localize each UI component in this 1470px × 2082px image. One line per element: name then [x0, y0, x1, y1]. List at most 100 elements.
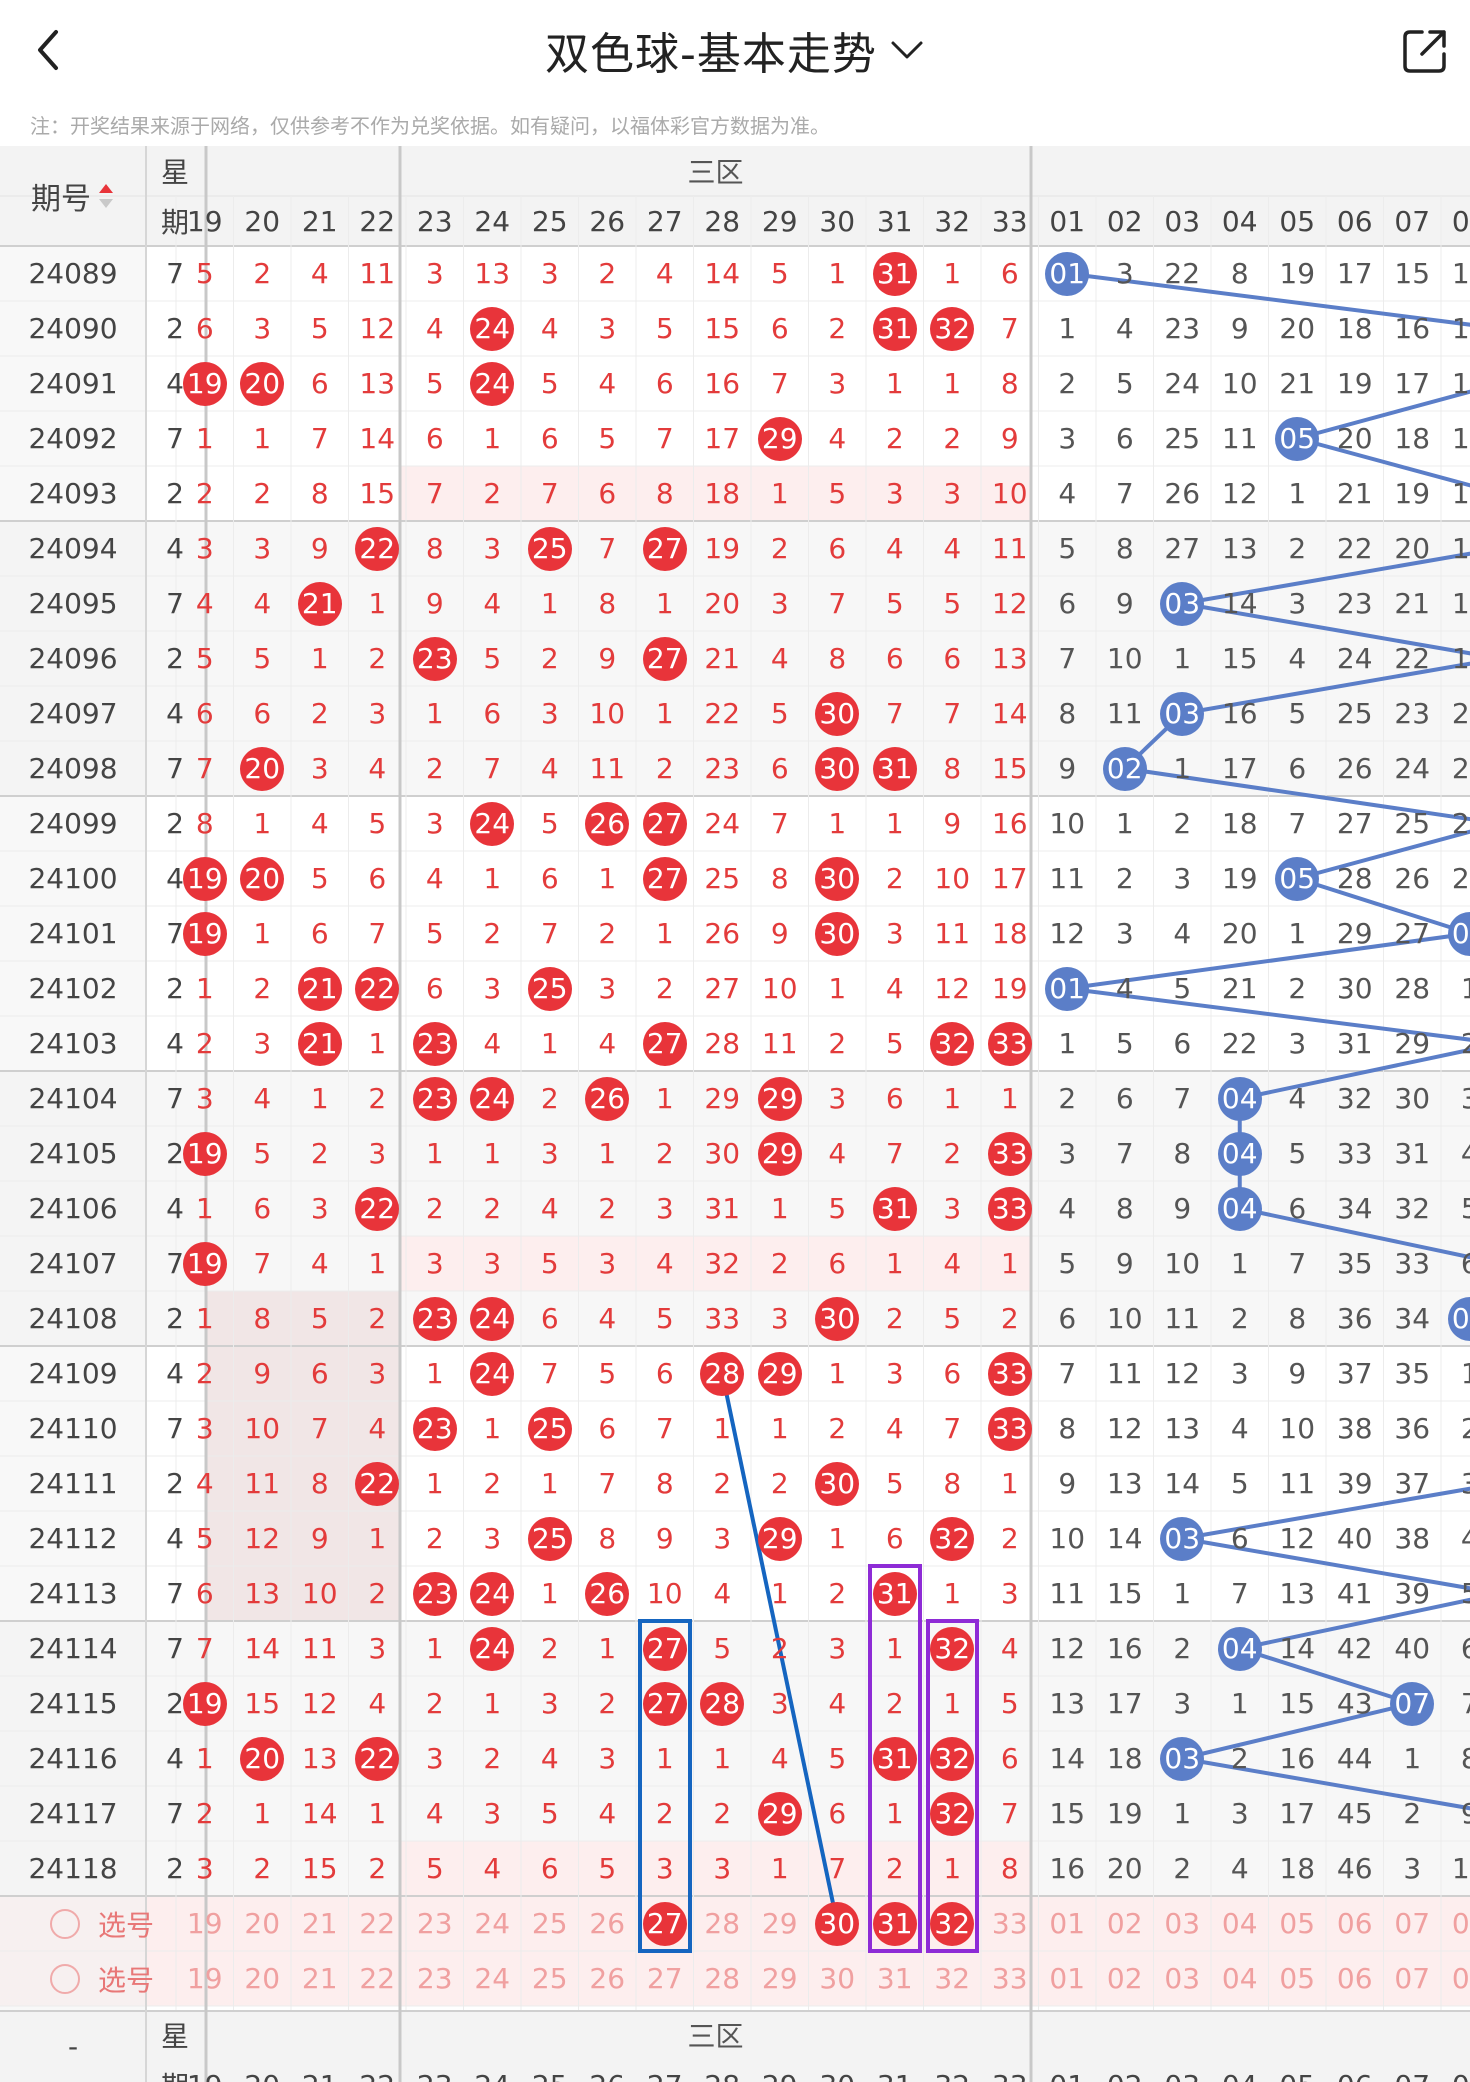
select-red-number[interactable]: 20 [244, 1907, 281, 1940]
red-ball[interactable]: 32 [930, 306, 975, 351]
red-ball[interactable]: 32 [930, 1626, 975, 1671]
red-ball[interactable]: 30 [815, 691, 860, 736]
red-ball[interactable]: 23 [412, 1406, 457, 1451]
share-button[interactable] [1400, 26, 1450, 76]
select-blue-number[interactable]: 08 [1451, 1907, 1470, 1940]
red-ball[interactable]: 24 [470, 1571, 515, 1616]
select-blue-number[interactable]: 06 [1336, 1962, 1373, 1995]
red-ball[interactable]: 30 [815, 856, 860, 901]
red-ball[interactable]: 19 [182, 1681, 227, 1726]
select-red-number[interactable]: 28 [704, 1907, 741, 1940]
select-red-number[interactable]: 24 [474, 1962, 511, 1995]
select-blue-number[interactable]: 01 [1049, 1962, 1086, 1995]
select-blue-number[interactable]: 07 [1394, 1907, 1431, 1940]
red-ball[interactable]: 30 [815, 1296, 860, 1341]
red-ball[interactable]: 31 [872, 1736, 917, 1781]
red-ball[interactable]: 20 [240, 746, 285, 791]
red-ball[interactable]: 19 [182, 856, 227, 901]
red-ball[interactable]: 31 [872, 1186, 917, 1231]
red-ball[interactable]: 29 [757, 1791, 802, 1836]
red-ball[interactable]: 19 [182, 1131, 227, 1176]
blue-ball[interactable]: 04 [1217, 1131, 1262, 1176]
select-red-number[interactable]: 25 [531, 1907, 568, 1940]
red-ball[interactable]: 29 [757, 1076, 802, 1121]
red-ball[interactable]: 22 [355, 526, 400, 571]
select-red-number[interactable]: 29 [761, 1962, 798, 1995]
red-ball[interactable]: 33 [987, 1021, 1032, 1066]
red-ball[interactable]: 32 [930, 1791, 975, 1836]
red-ball[interactable]: 33 [987, 1131, 1032, 1176]
select-red-number[interactable]: 29 [761, 1907, 798, 1940]
select-red-number[interactable]: 33 [991, 1962, 1028, 1995]
red-ball[interactable]: 27 [642, 1681, 687, 1726]
select-red-number[interactable]: 22 [359, 1962, 396, 1995]
blue-ball[interactable]: 01 [1045, 966, 1090, 1011]
select-red-number[interactable]: 31 [876, 1962, 913, 1995]
red-ball[interactable]: 27 [642, 801, 687, 846]
select-red-number[interactable]: 32 [934, 1962, 971, 1995]
select-red-number[interactable]: 23 [416, 1907, 453, 1940]
blue-ball[interactable]: 02 [1102, 746, 1147, 791]
select-blue-number[interactable]: 06 [1336, 1907, 1373, 1940]
blue-ball[interactable]: 05 [1275, 856, 1320, 901]
red-ball[interactable]: 24 [470, 1296, 515, 1341]
blue-ball[interactable]: 04 [1217, 1186, 1262, 1231]
selected-red-ball[interactable]: 31 [872, 1901, 917, 1946]
red-ball[interactable]: 24 [470, 1626, 515, 1671]
red-ball[interactable]: 23 [412, 1296, 457, 1341]
red-ball[interactable]: 20 [240, 361, 285, 406]
red-ball[interactable]: 31 [872, 251, 917, 296]
red-ball[interactable]: 19 [182, 361, 227, 406]
red-ball[interactable]: 32 [930, 1516, 975, 1561]
red-ball[interactable]: 27 [642, 856, 687, 901]
red-ball[interactable]: 22 [355, 1186, 400, 1231]
red-ball[interactable]: 21 [297, 581, 342, 626]
red-ball[interactable]: 24 [470, 306, 515, 351]
select-blue-number[interactable]: 02 [1106, 1907, 1143, 1940]
red-ball[interactable]: 25 [527, 1406, 572, 1451]
red-ball[interactable]: 29 [757, 416, 802, 461]
issue-column-header[interactable]: 期号 [0, 146, 146, 246]
red-ball[interactable]: 32 [930, 1736, 975, 1781]
red-ball[interactable]: 19 [182, 911, 227, 956]
red-ball[interactable]: 29 [757, 1351, 802, 1396]
red-ball[interactable]: 31 [872, 306, 917, 351]
red-ball[interactable]: 31 [872, 746, 917, 791]
red-ball[interactable]: 27 [642, 526, 687, 571]
select-red-number[interactable]: 22 [359, 1907, 396, 1940]
red-ball[interactable]: 22 [355, 966, 400, 1011]
blue-ball[interactable]: 08 [1447, 911, 1470, 956]
red-ball[interactable]: 20 [240, 1736, 285, 1781]
select-blue-number[interactable]: 07 [1394, 1962, 1431, 1995]
red-ball[interactable]: 20 [240, 856, 285, 901]
red-ball[interactable]: 27 [642, 636, 687, 681]
selected-red-ball[interactable]: 30 [815, 1901, 860, 1946]
blue-ball[interactable]: 03 [1160, 1736, 1205, 1781]
blue-ball[interactable]: 03 [1160, 691, 1205, 736]
select-number-button[interactable]: 选号 [50, 1951, 154, 2006]
blue-ball[interactable]: 01 [1045, 251, 1090, 296]
select-red-number[interactable]: 26 [589, 1962, 626, 1995]
red-ball[interactable]: 23 [412, 1076, 457, 1121]
red-ball[interactable]: 30 [815, 1461, 860, 1506]
red-ball[interactable]: 28 [700, 1351, 745, 1396]
red-ball[interactable]: 27 [642, 1626, 687, 1671]
red-ball[interactable]: 23 [412, 1571, 457, 1616]
red-ball[interactable]: 30 [815, 911, 860, 956]
back-button[interactable] [30, 26, 74, 74]
red-ball[interactable]: 19 [182, 1241, 227, 1286]
red-ball[interactable]: 21 [297, 966, 342, 1011]
red-ball[interactable]: 26 [585, 1076, 630, 1121]
red-ball[interactable]: 29 [757, 1131, 802, 1176]
red-ball[interactable]: 21 [297, 1021, 342, 1066]
red-ball[interactable]: 22 [355, 1736, 400, 1781]
select-red-number[interactable]: 23 [416, 1962, 453, 1995]
red-ball[interactable]: 25 [527, 1516, 572, 1561]
select-blue-number[interactable]: 05 [1279, 1907, 1316, 1940]
red-ball[interactable]: 32 [930, 1021, 975, 1066]
select-red-number[interactable]: 33 [991, 1907, 1028, 1940]
select-blue-number[interactable]: 01 [1049, 1907, 1086, 1940]
red-ball[interactable]: 31 [872, 1571, 917, 1616]
select-red-number[interactable]: 19 [186, 1907, 223, 1940]
select-blue-number[interactable]: 04 [1221, 1907, 1258, 1940]
